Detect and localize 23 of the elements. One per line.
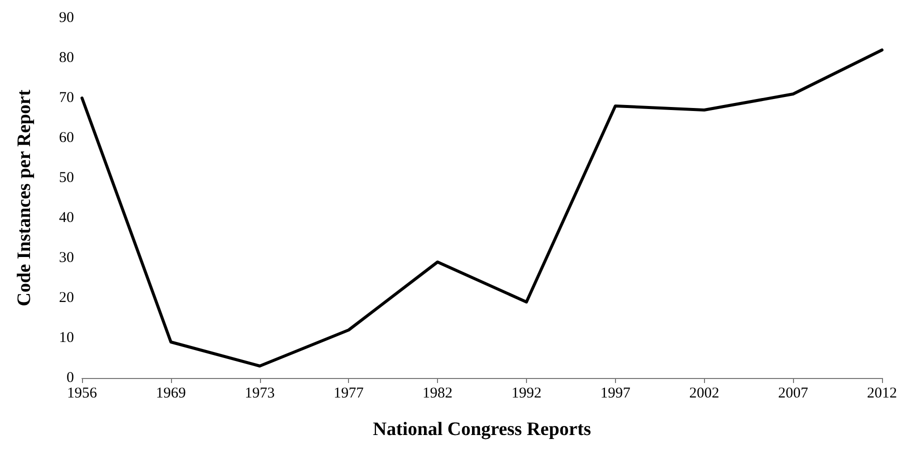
x-tick-label: 2012 [867,386,897,402]
y-tick-label: 70 [59,90,74,106]
y-tick-label: 40 [59,210,74,226]
y-tick-label: 60 [59,130,74,146]
x-tick-label: 1973 [244,386,275,402]
y-tick-label: 50 [59,170,74,186]
y-tick-label: 0 [66,370,74,386]
x-tick-label: 1956 [67,386,98,402]
x-tick-label: 1992 [511,386,542,402]
line-series [80,48,884,368]
y-tick-label: 80 [59,50,74,66]
y-tick-label: 20 [59,290,74,306]
x-tick-label: 1977 [334,386,364,402]
y-tick-label: 90 [59,10,74,26]
y-tick-label: 10 [59,330,74,346]
x-tick-label: 1997 [600,386,631,402]
x-tick-label: 1982 [422,386,453,402]
y-tick-label: 30 [59,250,74,266]
x-tick-label: 1969 [156,386,186,402]
x-tick-label: 2007 [778,386,809,402]
x-axis-title: National Congress Reports [372,419,592,440]
x-tick-label: 2002 [689,386,720,402]
y-axis-title: Code Instances per Report [14,89,35,306]
